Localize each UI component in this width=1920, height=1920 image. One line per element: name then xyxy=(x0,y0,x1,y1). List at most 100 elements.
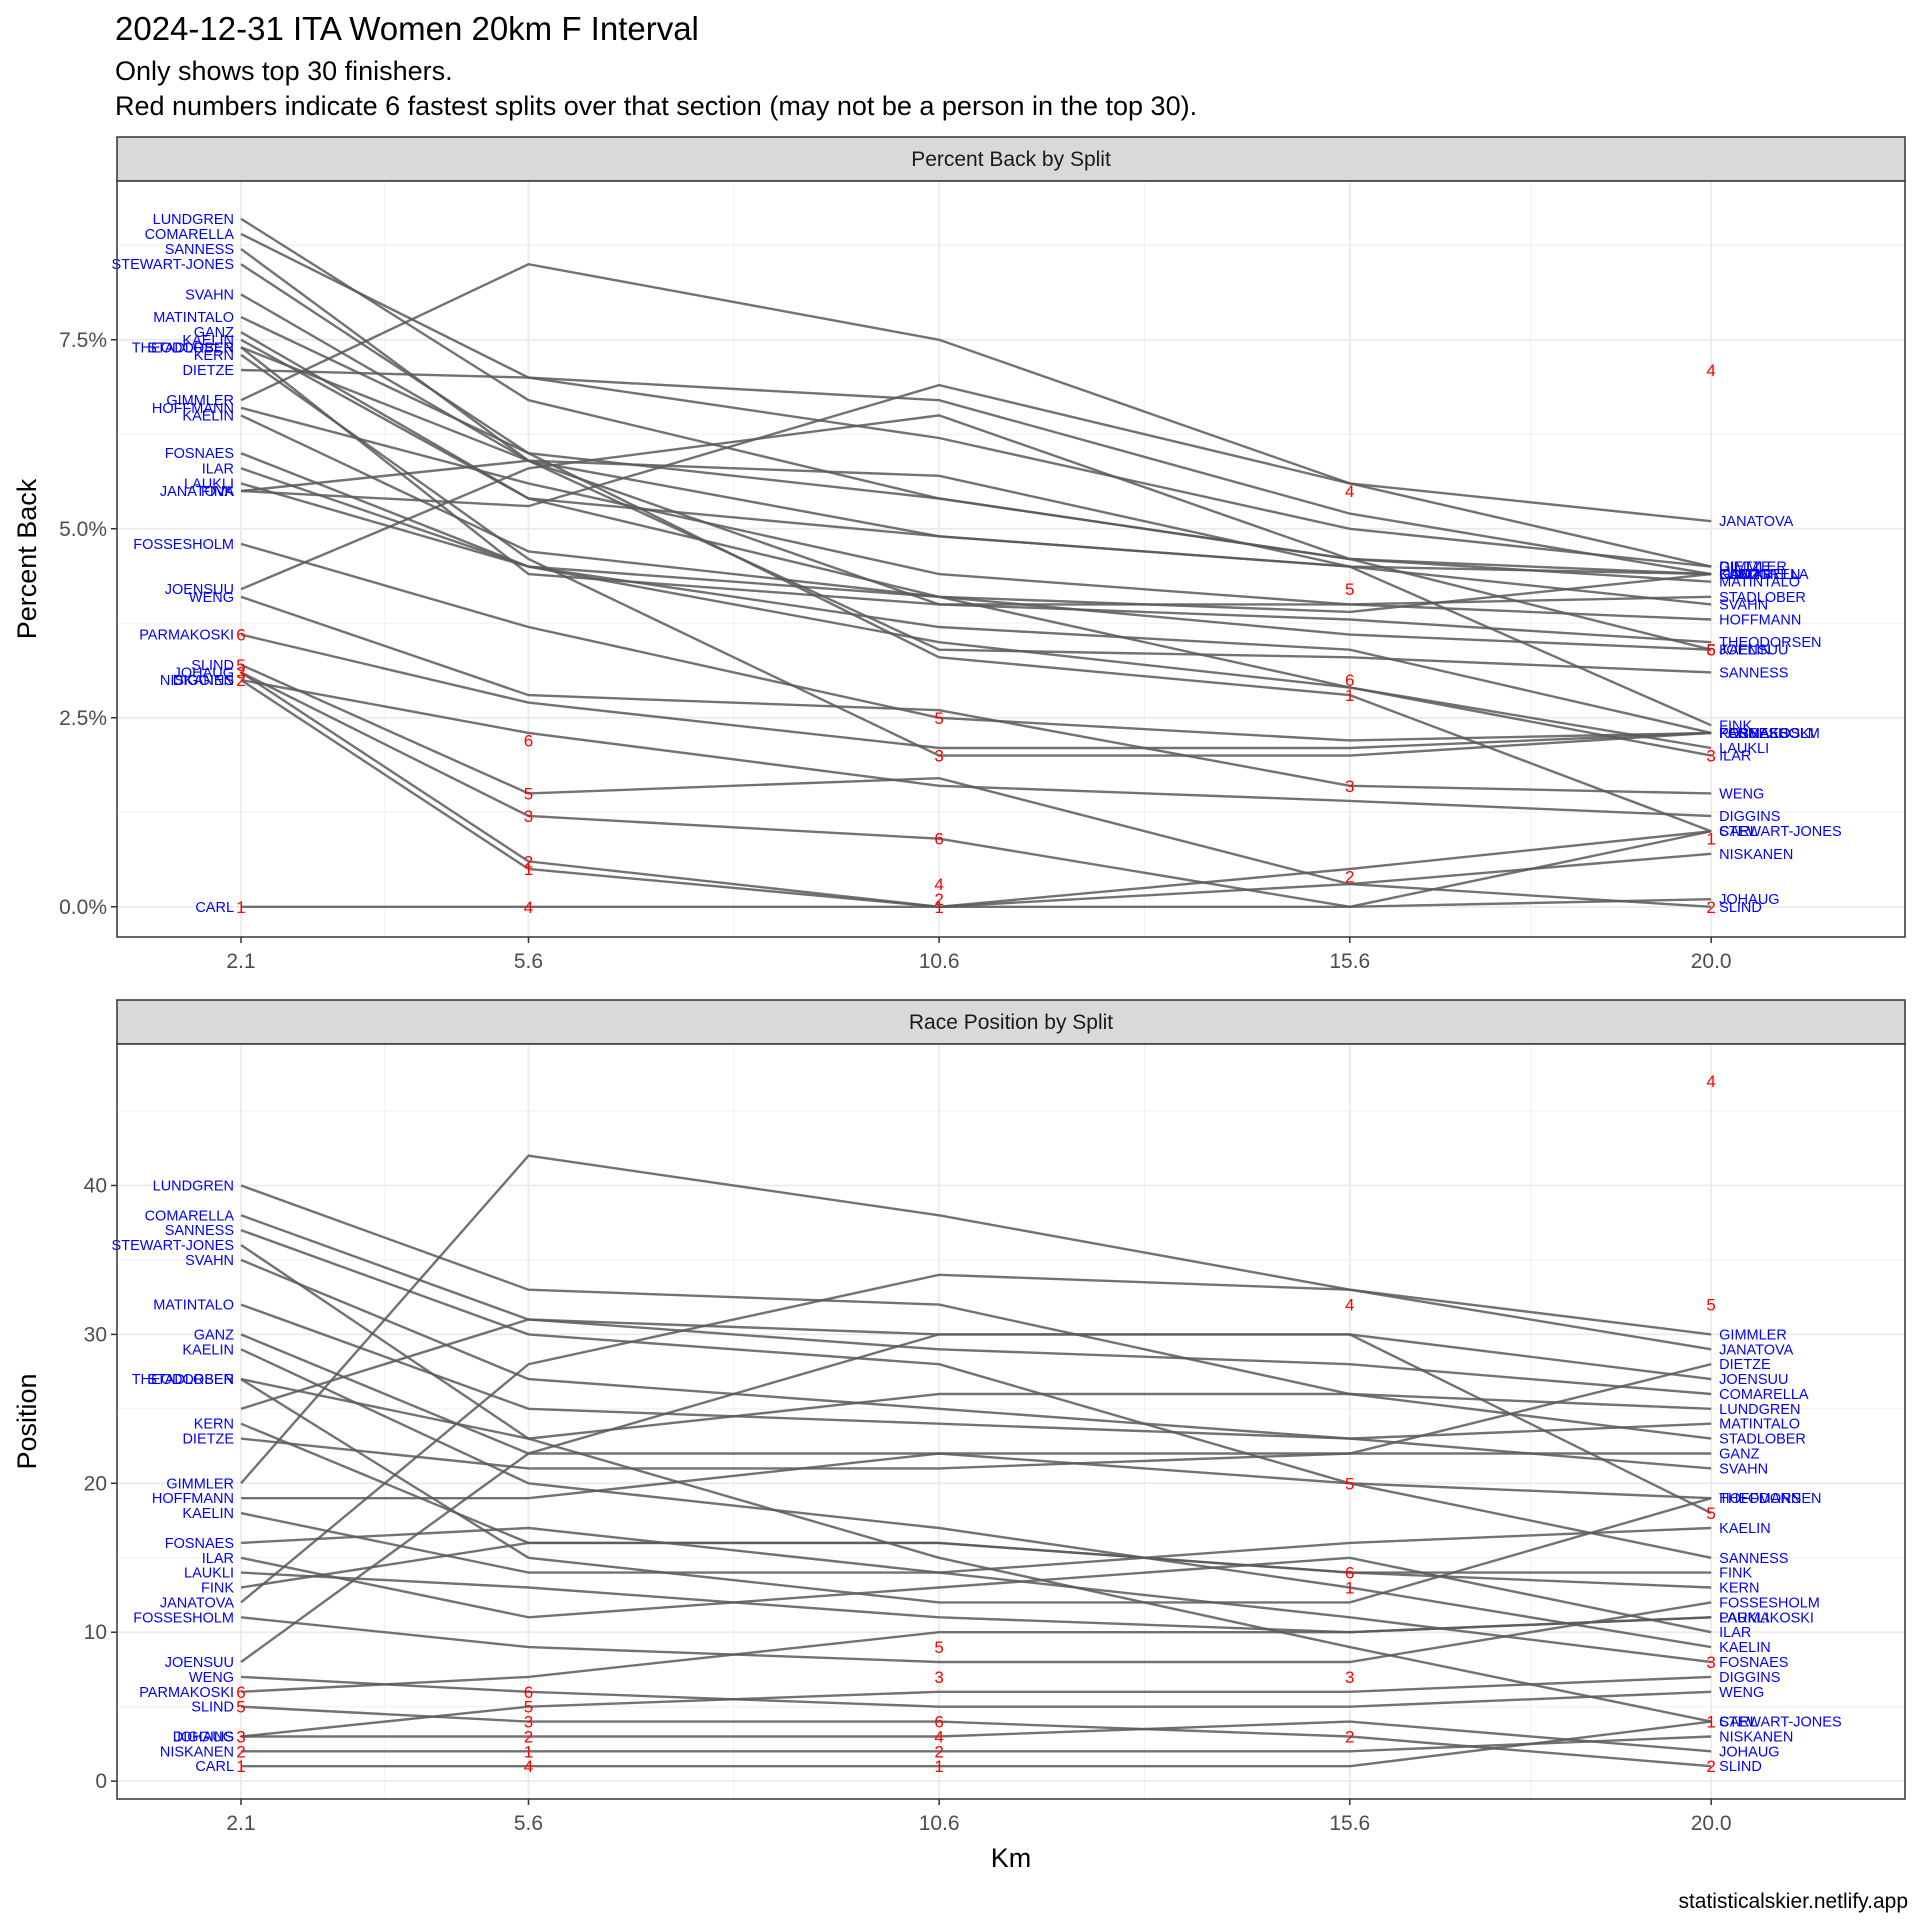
percent-back-start-label-slind-24: SLIND xyxy=(191,658,234,674)
position-start-label-theodorsen-8: THEODORSEN xyxy=(132,1372,234,1388)
position-split-rank-22: 4 xyxy=(1345,1296,1354,1315)
position-split-rank-4: 6 xyxy=(236,1683,245,1702)
percent-back-line-joensuu-21 xyxy=(240,414,1712,651)
position-end-label-janatova-19: JANATOVA xyxy=(1719,1342,1793,1358)
position-start-label-laukli-17: LAUKLI xyxy=(184,1566,234,1582)
position-split-rank-11: 1 xyxy=(934,1757,943,1776)
percent-back-end-label-joensuu-21: JOENSUU xyxy=(1719,643,1788,659)
percent-back-end-label-kern-10: KERN xyxy=(1719,726,1759,742)
position-end-label-joensuu-21: JOENSUU xyxy=(1719,1372,1788,1388)
position-split-rank-15: 3 xyxy=(934,1668,943,1687)
percent-back-split-rank-0: 1 xyxy=(236,898,245,917)
position-split-rank-20: 6 xyxy=(1345,1564,1354,1583)
position-start-label-fosnaes-15: FOSNAES xyxy=(165,1536,234,1552)
chart-title: 2024-12-31 ITA Women 20km F Interval xyxy=(115,10,699,47)
percent-back-x-tick-label: 15.6 xyxy=(1329,950,1370,973)
position-end-label-johaug-25: JOHAUG xyxy=(1719,1744,1779,1760)
percent-back-end-label-stewart-jones-3: STEWART-JONES xyxy=(1719,824,1841,840)
percent-back-start-label-fink-18: FINK xyxy=(201,484,234,500)
percent-back-split-rank-23: 2 xyxy=(1706,898,1715,917)
percent-back-end-label-slind-24: SLIND xyxy=(1719,900,1762,916)
position-start-label-comarella-1: COMARELLA xyxy=(145,1208,235,1224)
percent-back-line-fossesholm-20 xyxy=(240,542,1712,742)
percent-back-split-rank-22: 4 xyxy=(1345,482,1354,501)
position-end-label-dietze-11: DIETZE xyxy=(1719,1357,1771,1373)
percent-back-end-label-comarella-1: COMARELLA xyxy=(1719,567,1809,583)
position-end-label-carl-28: CARL xyxy=(1719,1715,1758,1731)
percent-back-end-label-kaelin-14: KAELIN xyxy=(1719,567,1771,583)
position-split-rank-24: 1 xyxy=(1706,1713,1715,1732)
position-end-label-parmakoski-23: PARMAKOSKI xyxy=(1719,1610,1814,1626)
position-start-label-carl-28: CARL xyxy=(195,1759,234,1775)
position-line-ilar-16 xyxy=(240,1556,1712,1634)
position-line-niskanen-27 xyxy=(241,1735,1712,1753)
position-split-rank-10: 6 xyxy=(524,1683,533,1702)
percent-back-split-rank-12: 2 xyxy=(934,890,943,909)
percent-back-split-rank-16: 5 xyxy=(934,709,943,728)
position-split-rank-6: 1 xyxy=(524,1742,533,1761)
percent-back-split-rank-4: 6 xyxy=(236,626,245,645)
percent-back-line-ilar-16 xyxy=(240,467,1712,757)
percent-back-end-label-diggins-26: DIGGINS xyxy=(1719,809,1780,825)
percent-back-start-label-ganz-6: GANZ xyxy=(194,325,234,341)
percent-back-split-rank-17: 2 xyxy=(1345,868,1354,887)
percent-back-x-tick-label: 2.1 xyxy=(226,950,255,973)
percent-back-split-rank-20: 6 xyxy=(1345,671,1354,690)
position-start-label-fink-18: FINK xyxy=(201,1581,234,1597)
position-split-rank-5: 4 xyxy=(524,1757,533,1776)
percent-back-start-label-fosnaes-15: FOSNAES xyxy=(165,446,234,462)
position-x-tick-label: 5.6 xyxy=(514,1812,543,1835)
position-end-label-weng-22: WENG xyxy=(1719,1685,1764,1701)
position-start-label-niskanen-27: NISKANEN xyxy=(160,1744,234,1760)
percent-back-start-label-fossesholm-20: FOSSESHOLM xyxy=(133,537,234,553)
position-line-diggins-26 xyxy=(240,1675,1712,1738)
position-x-tick-label: 15.6 xyxy=(1329,1812,1370,1835)
percent-back-split-rank-26: 6 xyxy=(1706,641,1715,660)
percent-back-end-label-fossesholm-20: FOSSESHOLM xyxy=(1719,726,1820,742)
percent-back-start-label-hoffmann-13: HOFFMANN xyxy=(152,401,234,417)
position-split-rank-8: 3 xyxy=(524,1713,533,1732)
percent-back-line-matintalo-5 xyxy=(240,316,1712,583)
percent-back-end-label-ilar-16: ILAR xyxy=(1719,749,1751,765)
position-split-rank-3: 5 xyxy=(236,1698,245,1717)
position-x-tick-label: 10.6 xyxy=(919,1812,960,1835)
percent-back-start-label-weng-22: WENG xyxy=(189,590,234,606)
percent-back-line-fink-18 xyxy=(240,459,1712,727)
position-end-label-fossesholm-20: FOSSESHOLM xyxy=(1719,1595,1820,1611)
position-end-label-diggins-26: DIGGINS xyxy=(1719,1670,1780,1686)
position-split-rank-12: 2 xyxy=(934,1742,943,1761)
position-start-label-weng-22: WENG xyxy=(189,1670,234,1686)
position-start-label-hoffmann-13: HOFFMANN xyxy=(152,1491,234,1507)
percent-back-x-tick-label: 10.6 xyxy=(919,950,960,973)
percent-back-split-rank-8: 3 xyxy=(524,807,533,826)
position-end-label-sanness-2: SANNESS xyxy=(1719,1551,1788,1567)
position-end-label-ganz-6: GANZ xyxy=(1719,1447,1759,1463)
position-split-rank-26: 5 xyxy=(1706,1504,1715,1523)
position-y-tick-label: 40 xyxy=(84,1174,107,1197)
position-line-comarella-1 xyxy=(240,1214,1712,1396)
percent-back-line-laukli-17 xyxy=(240,482,1712,750)
percent-back-start-label-dietze-11: DIETZE xyxy=(182,363,234,379)
position-x-tick-label: 2.1 xyxy=(226,1812,255,1835)
percent-back-start-label-gimmler-12: GIMMLER xyxy=(166,393,234,409)
position-start-label-diggins-26: DIGGINS xyxy=(173,1729,234,1745)
position-line-carl-28 xyxy=(241,1720,1712,1768)
position-start-label-dietze-11: DIETZE xyxy=(182,1432,234,1448)
percent-back-x-tick-label: 5.6 xyxy=(514,950,543,973)
position-split-rank-0: 1 xyxy=(236,1757,245,1776)
position-end-label-kaelin-14: KAELIN xyxy=(1719,1521,1771,1537)
percent-back-split-rank-5: 4 xyxy=(524,898,533,917)
position-start-label-kaelin-7: KAELIN xyxy=(182,1342,234,1358)
percent-back-line-weng-22 xyxy=(240,595,1712,795)
percent-back-start-label-comarella-1: COMARELLA xyxy=(145,227,235,243)
percent-back-split-rank-3: 2 xyxy=(236,671,245,690)
percent-back-split-rank-24: 1 xyxy=(1706,830,1715,849)
position-split-rank-19: 1 xyxy=(1345,1579,1354,1598)
percent-back-start-label-laukli-17: LAUKLI xyxy=(184,476,234,492)
position-start-label-stadlober-9: STADLOBER xyxy=(147,1372,234,1388)
position-line-fink-18 xyxy=(240,1541,1712,1589)
chart-caption: statisticalskier.netlify.app xyxy=(1678,1890,1908,1913)
percent-back-line-ganz-6 xyxy=(240,331,1712,576)
percent-back-split-rank-7: 1 xyxy=(524,860,533,879)
position-split-rank-18: 3 xyxy=(1345,1668,1354,1687)
